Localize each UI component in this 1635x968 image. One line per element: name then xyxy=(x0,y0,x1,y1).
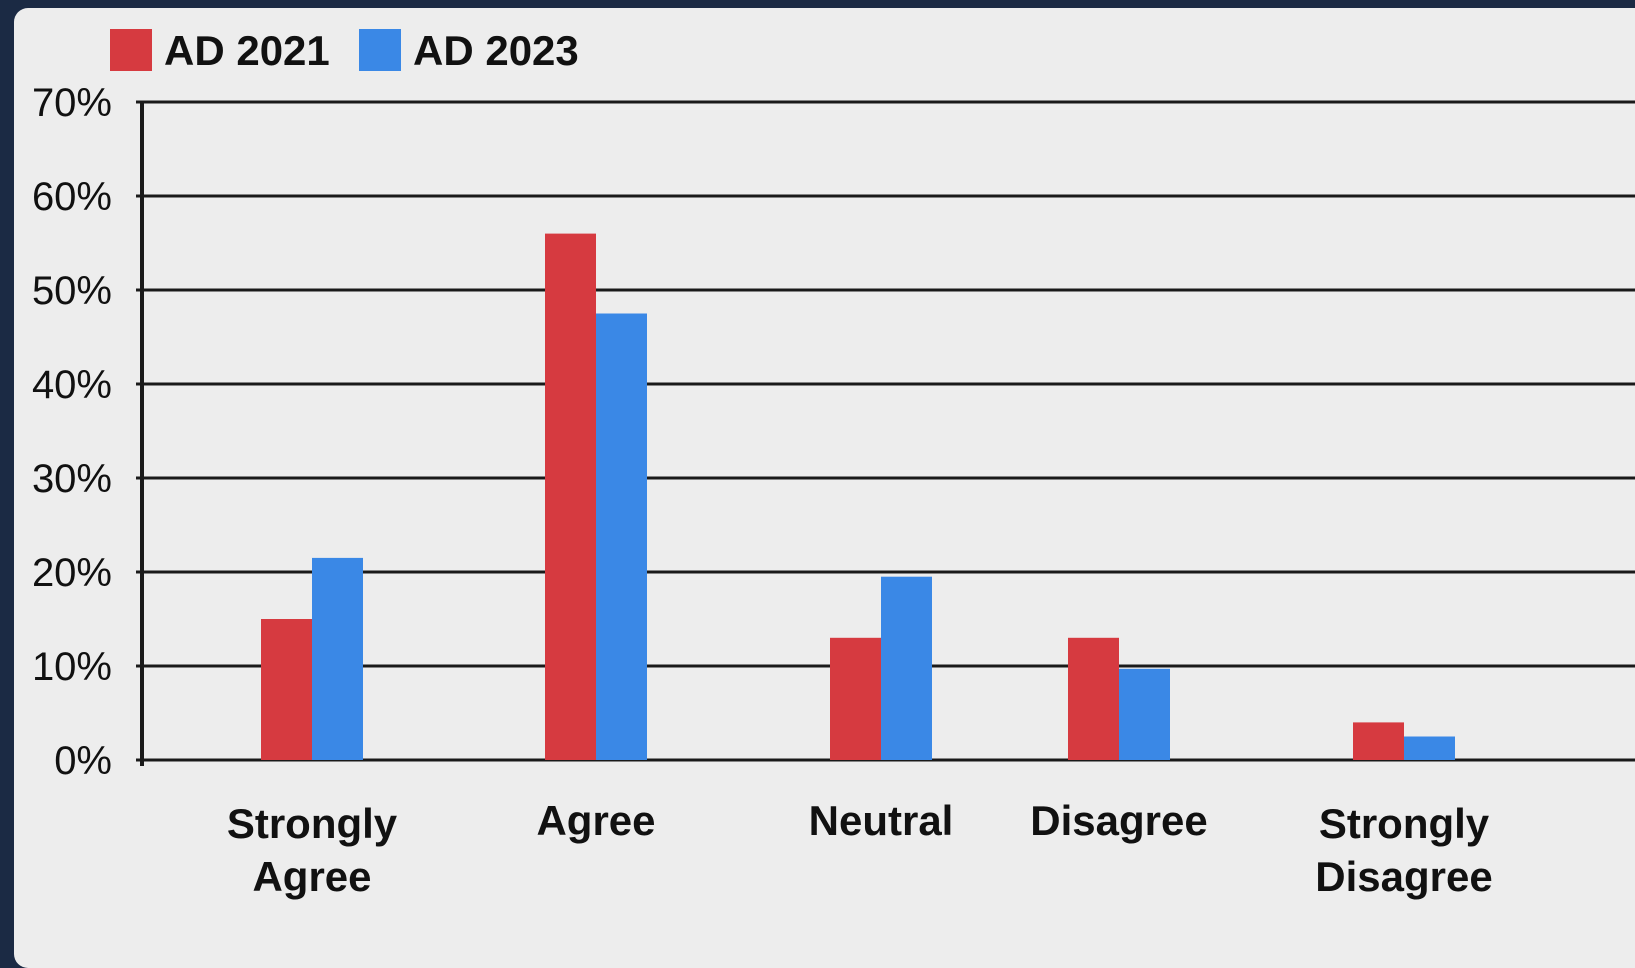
x-category-label: Agree xyxy=(252,853,371,900)
bar-ad-2023 xyxy=(312,557,363,760)
y-tick-label: 30% xyxy=(32,457,112,501)
x-category-label: Agree xyxy=(536,797,655,844)
x-category-label: Disagree xyxy=(1030,797,1207,844)
bar-ad-2021 xyxy=(1068,637,1119,760)
bar-ad-2021 xyxy=(1353,722,1404,760)
x-category-label: Neutral xyxy=(809,797,954,844)
legend-swatch xyxy=(359,29,401,71)
y-tick-label: 70% xyxy=(32,81,112,125)
bar-ad-2021 xyxy=(545,233,596,761)
bar-ad-2023 xyxy=(1119,668,1170,760)
legend-label: AD 2023 xyxy=(413,27,579,74)
bar-ad-2023 xyxy=(1404,736,1455,760)
chart-panel: 0% 10% 20% 30% 40% 50% 60% 70% Strongly Agree Agre… xyxy=(14,8,1635,968)
y-tick-label: 10% xyxy=(32,645,112,689)
legend-swatch xyxy=(110,29,152,71)
y-tick-label: 50% xyxy=(32,269,112,313)
bar-ad-2021 xyxy=(830,637,881,760)
bar-ad-2023 xyxy=(881,576,932,760)
y-tick-label: 60% xyxy=(32,175,112,219)
x-category-label: Strongly xyxy=(227,800,398,847)
y-tick-label: 40% xyxy=(32,363,112,407)
x-category-label: Strongly xyxy=(1319,800,1490,847)
bar-ad-2021 xyxy=(261,619,312,760)
legend-label: AD 2021 xyxy=(164,27,330,74)
y-tick-label: 20% xyxy=(32,551,112,595)
bar-ad-2023 xyxy=(596,313,647,760)
y-tick-label: 0% xyxy=(54,739,112,783)
x-category-label: Disagree xyxy=(1315,853,1492,900)
bar-chart: 0% 10% 20% 30% 40% 50% 60% 70% Strongly Agree Agre… xyxy=(32,27,1635,900)
